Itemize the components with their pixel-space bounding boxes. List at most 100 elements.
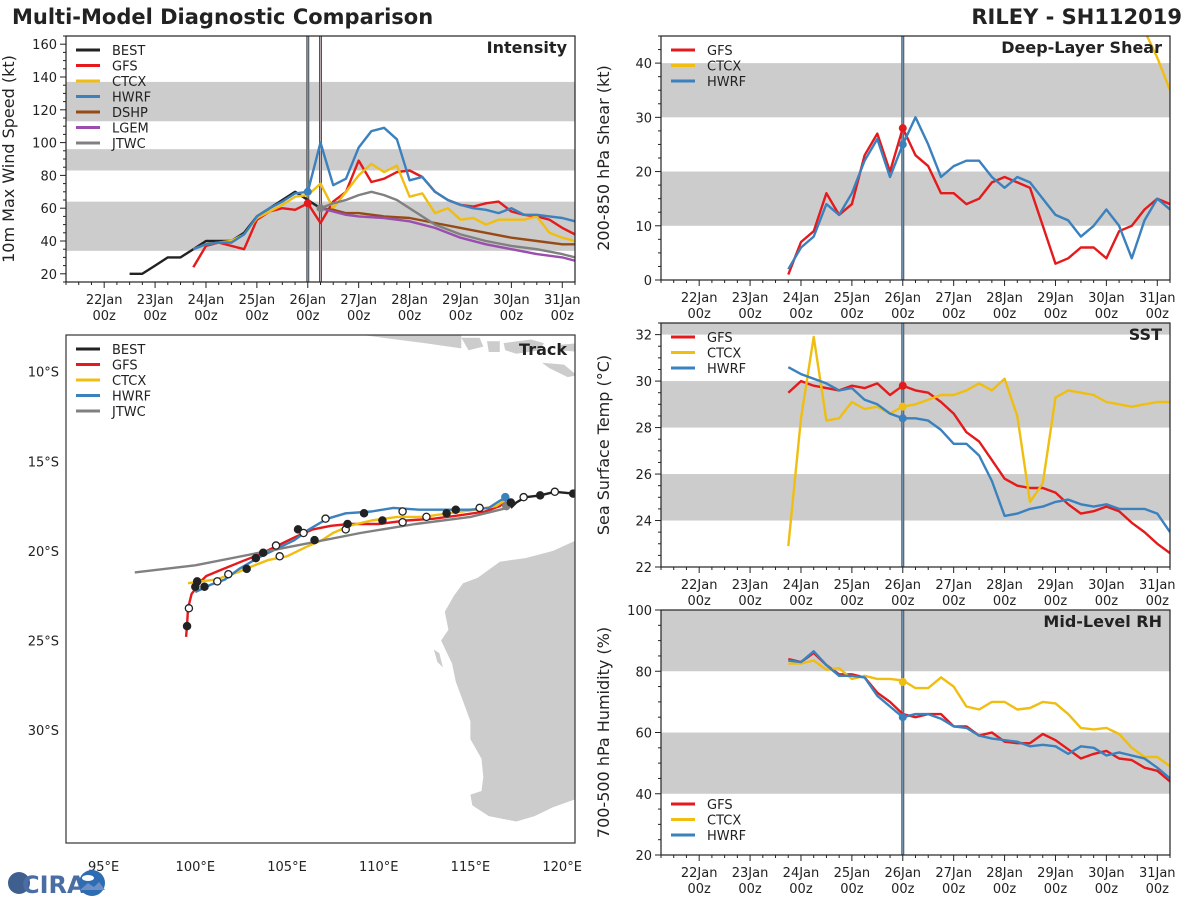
y-axis-label: Sea Surface Temp (°C) xyxy=(594,355,613,535)
series-line-hwrf xyxy=(787,366,1170,533)
x-tick-label-date: 29Jan xyxy=(1037,578,1074,593)
x-tick-label-date: 25Jan xyxy=(834,291,871,306)
x-tick-label-date: 25Jan xyxy=(834,578,871,593)
land-western-australia xyxy=(441,540,575,822)
y-tick-label: 40 xyxy=(635,788,652,803)
init-marker-hwrf xyxy=(898,140,907,149)
legend-label-hwrf: HWRF xyxy=(707,829,746,844)
chart-shear: 01020304022Jan00z23Jan00z24Jan00z25Jan00… xyxy=(594,35,1176,322)
x-tick-label-date: 26Jan xyxy=(289,293,326,308)
track-position-marker xyxy=(442,509,451,518)
x-tick-label-date: 26Jan xyxy=(884,291,921,306)
lon-tick-label: 120°E xyxy=(542,860,582,875)
land-shark-bay-island xyxy=(433,649,443,668)
legend-label-gfs: GFS xyxy=(112,60,138,75)
x-tick-label-date: 26Jan xyxy=(884,578,921,593)
track-position-marker xyxy=(251,553,261,563)
track-position-marker xyxy=(184,604,194,613)
y-axis-label: 200-850 hPa Shear (kt) xyxy=(594,65,613,251)
x-tick-label-hour: 00z xyxy=(687,882,711,897)
y-axis-label: 700-500 hPa Humidity (%) xyxy=(594,627,613,838)
x-tick-label-hour: 00z xyxy=(840,594,864,609)
legend-label-gfs: GFS xyxy=(707,331,733,346)
legend-label-gfs: GFS xyxy=(707,798,733,813)
x-tick-label-date: 22Jan xyxy=(681,578,718,593)
track-position-marker xyxy=(519,492,528,502)
init-marker-gfs xyxy=(303,199,312,208)
x-tick-label-hour: 00z xyxy=(347,309,371,324)
x-tick-label-date: 30Jan xyxy=(1088,866,1125,881)
legend-label-gfs: GFS xyxy=(707,44,733,59)
x-tick-label-hour: 00z xyxy=(687,594,711,609)
chart-sst: 22242628303222Jan00z23Jan00z24Jan00z25Ja… xyxy=(594,322,1176,609)
y-tick-label: 120 xyxy=(32,104,57,119)
x-tick-label-hour: 00z xyxy=(789,594,813,609)
track-position-marker xyxy=(568,489,575,498)
x-tick-label-hour: 00z xyxy=(245,309,269,324)
x-tick-label-hour: 00z xyxy=(296,309,320,324)
x-tick-label-hour: 00z xyxy=(891,882,915,897)
x-tick-label-hour: 00z xyxy=(738,307,762,322)
chart-track: 95°E 100°E 105°E 110°E 115°E 120°E10°S15°S20°… xyxy=(28,334,582,875)
x-tick-label-hour: 00z xyxy=(1095,594,1119,609)
land-lombok xyxy=(487,341,500,352)
panel-title: Intensity xyxy=(487,38,568,57)
track-position-marker xyxy=(343,519,352,529)
track-position-marker xyxy=(200,582,209,592)
init-marker-jtwc xyxy=(316,204,325,213)
track-position-marker xyxy=(398,507,407,516)
x-tick-label-date: 23Jan xyxy=(732,291,769,306)
x-tick-label-hour: 00z xyxy=(789,882,813,897)
x-tick-label-date: 24Jan xyxy=(188,293,225,308)
x-tick-label-date: 25Jan xyxy=(239,293,276,308)
x-tick-label-hour: 00z xyxy=(738,882,762,897)
series-line-ctcx xyxy=(788,659,1170,768)
x-tick-label-date: 30Jan xyxy=(1088,578,1125,593)
x-tick-label-date: 23Jan xyxy=(732,578,769,593)
track-position-marker xyxy=(378,516,387,525)
lat-tick-label: 30°S xyxy=(28,724,59,739)
shaded-band xyxy=(661,474,1170,521)
legend-label-gfs: GFS xyxy=(112,359,138,374)
legend-label-dshp: DSHP xyxy=(112,106,148,121)
track-position-marker xyxy=(271,541,281,550)
x-tick-label-hour: 00z xyxy=(194,309,218,324)
page-title: Multi-Model Diagnostic Comparison xyxy=(12,5,434,29)
track-position-marker xyxy=(192,577,202,586)
x-tick-label-date: 28Jan xyxy=(986,866,1023,881)
x-tick-label-date: 27Jan xyxy=(935,866,972,881)
x-tick-label-date: 29Jan xyxy=(442,293,479,308)
x-tick-label-date: 22Jan xyxy=(681,866,718,881)
shaded-band xyxy=(661,610,1170,672)
y-tick-label: 20 xyxy=(635,166,652,181)
lat-tick-label: 15°S xyxy=(28,455,59,470)
shaded-band xyxy=(661,732,1170,794)
legend-label-jtwc: JTWC xyxy=(111,137,146,152)
track-position-marker xyxy=(550,487,560,497)
track-position-marker xyxy=(359,509,369,518)
series-line-hwrf xyxy=(192,126,575,251)
x-tick-label-hour: 00z xyxy=(500,309,524,324)
x-tick-label-hour: 00z xyxy=(551,309,575,324)
x-tick-label-hour: 00z xyxy=(840,307,864,322)
x-tick-label-hour: 00z xyxy=(891,594,915,609)
x-tick-label-hour: 00z xyxy=(1044,594,1068,609)
legend-label-ctcx: CTCX xyxy=(112,75,146,90)
init-marker-ctcx xyxy=(898,677,907,686)
lat-tick-label: 10°S xyxy=(28,366,59,381)
x-tick-label-hour: 00z xyxy=(993,307,1017,322)
legend-label-ctcx: CTCX xyxy=(707,347,741,362)
x-tick-label-date: 24Jan xyxy=(783,291,820,306)
lon-tick-label: 105°E xyxy=(267,860,307,875)
y-tick-label: 28 xyxy=(635,422,652,437)
panel-title: Mid-Level RH xyxy=(1043,612,1162,631)
legend-label-lgem: LGEM xyxy=(112,122,149,137)
x-tick-label-date: 23Jan xyxy=(137,293,174,308)
x-tick-label-hour: 00z xyxy=(993,882,1017,897)
y-tick-label: 40 xyxy=(40,235,57,250)
init-marker-hwrf xyxy=(303,187,312,196)
shaded-band xyxy=(661,323,1170,335)
y-tick-label: 22 xyxy=(635,561,652,576)
y-tick-label: 80 xyxy=(635,665,652,680)
lon-tick-label: 100°E xyxy=(176,860,216,875)
